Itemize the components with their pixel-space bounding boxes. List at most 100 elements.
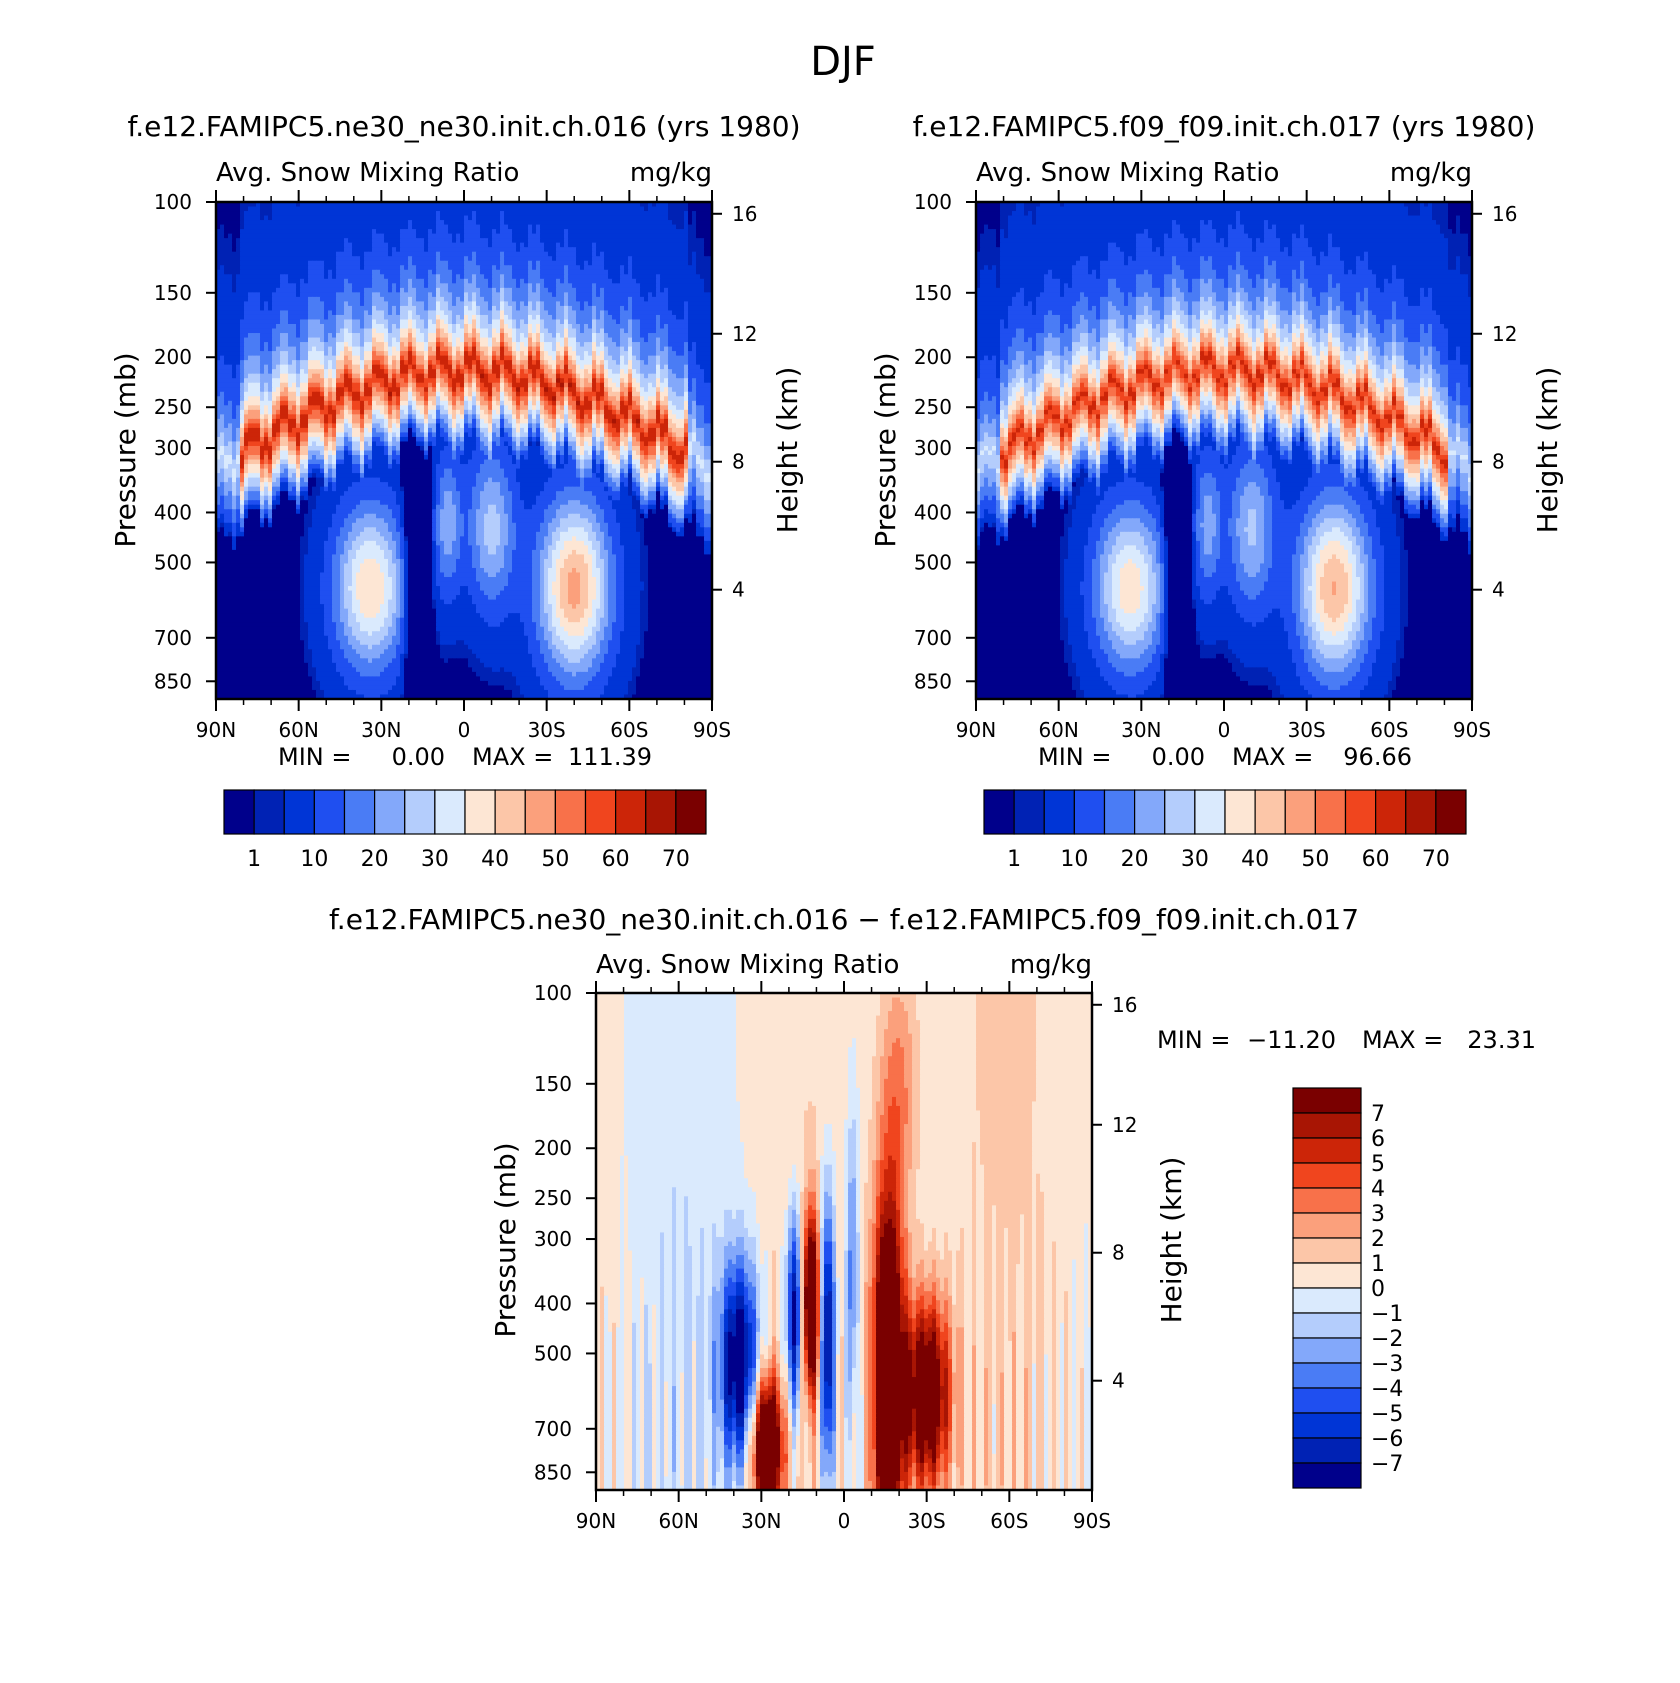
contour-cell bbox=[324, 265, 329, 271]
contour-cell bbox=[432, 328, 437, 334]
contour-cell bbox=[608, 301, 613, 307]
contour-cell bbox=[304, 342, 309, 348]
contour-cell bbox=[628, 319, 633, 325]
contour-cell bbox=[616, 242, 621, 248]
contour-cell bbox=[560, 310, 565, 316]
contour-cell bbox=[572, 202, 577, 208]
contour-cell bbox=[336, 351, 341, 357]
contour-cell bbox=[276, 310, 281, 316]
contour-cell bbox=[544, 328, 549, 334]
contour-cell bbox=[680, 333, 685, 339]
contour-cell bbox=[284, 342, 289, 348]
contour-cell bbox=[340, 373, 345, 379]
contour-cell bbox=[348, 305, 353, 312]
contour-cell bbox=[628, 373, 633, 379]
contour-cell bbox=[264, 247, 269, 253]
contour-cell bbox=[356, 373, 361, 379]
contour-cell bbox=[424, 364, 429, 370]
contour-cell bbox=[392, 215, 397, 221]
contour-cell bbox=[428, 364, 433, 370]
contour-cell bbox=[244, 247, 249, 253]
contour-cell bbox=[324, 256, 329, 262]
contour-cell bbox=[380, 224, 385, 230]
contour-cell bbox=[440, 342, 445, 348]
contour-cell bbox=[636, 211, 641, 217]
contour-cell bbox=[520, 211, 525, 217]
contour-cell bbox=[704, 229, 709, 235]
contour-cell bbox=[532, 314, 537, 321]
contour-cell bbox=[596, 310, 601, 316]
contour-cell bbox=[668, 229, 673, 235]
contour-cell bbox=[608, 360, 613, 366]
contour-cell bbox=[472, 202, 477, 208]
contour-cell bbox=[692, 202, 697, 208]
contour-cell bbox=[616, 369, 621, 375]
contour-cell bbox=[612, 369, 617, 375]
contour-cell bbox=[408, 220, 413, 226]
contour-cell bbox=[624, 247, 629, 253]
contour-cell bbox=[272, 206, 277, 212]
contour-cell bbox=[468, 260, 473, 266]
contour-cell bbox=[556, 206, 561, 212]
contour-cell bbox=[348, 346, 353, 352]
contour-cell bbox=[708, 229, 712, 235]
panel-units: mg/kg bbox=[630, 158, 712, 188]
contour-cell bbox=[292, 265, 297, 271]
contour-cell bbox=[708, 296, 712, 302]
contour-cell bbox=[276, 224, 281, 230]
contour-cell bbox=[500, 256, 505, 262]
contour-cell bbox=[616, 314, 621, 321]
contour-cell bbox=[504, 265, 509, 271]
contour-cell bbox=[300, 215, 305, 221]
contour-cell bbox=[604, 346, 609, 352]
contour-cell bbox=[488, 206, 493, 212]
contour-cell bbox=[500, 220, 505, 226]
contour-cell bbox=[696, 319, 701, 325]
contour-cell bbox=[468, 301, 473, 307]
contour-cell bbox=[244, 305, 249, 312]
contour-cell bbox=[596, 333, 601, 339]
contour-cell bbox=[216, 269, 221, 275]
contour-cell bbox=[560, 283, 565, 289]
contour-cell bbox=[480, 328, 485, 334]
contour-cell bbox=[240, 238, 245, 244]
contour-cell bbox=[668, 378, 673, 384]
contour-cell bbox=[260, 215, 265, 221]
contour-cell bbox=[604, 378, 609, 384]
contour-cell bbox=[264, 319, 269, 325]
contour-cell bbox=[460, 342, 465, 348]
contour-cell bbox=[536, 238, 541, 244]
contour-cell bbox=[400, 242, 405, 248]
contour-cell bbox=[548, 283, 553, 289]
contour-cell bbox=[388, 355, 393, 361]
contour-cell bbox=[644, 251, 649, 257]
contour-cell bbox=[312, 305, 317, 312]
contour-cell bbox=[492, 260, 497, 266]
contour-cell bbox=[672, 229, 677, 235]
contour-cell bbox=[500, 305, 505, 312]
contour-cell bbox=[292, 202, 297, 208]
contour-cell bbox=[344, 296, 349, 302]
contour-cell bbox=[336, 323, 341, 330]
contour-cell bbox=[240, 369, 245, 375]
contour-cell bbox=[440, 333, 445, 339]
contour-cell bbox=[304, 378, 309, 384]
contour-cell bbox=[536, 319, 541, 325]
contour-cell bbox=[260, 305, 265, 312]
contour-cell bbox=[324, 274, 329, 280]
contour-cell bbox=[452, 373, 457, 379]
contour-cell bbox=[452, 328, 457, 334]
contour-cell bbox=[508, 256, 513, 262]
contour-cell bbox=[580, 265, 585, 271]
contour-cell bbox=[636, 256, 641, 262]
contour-cell bbox=[272, 351, 277, 357]
contour-cell bbox=[248, 323, 253, 330]
contour-cell bbox=[540, 360, 545, 366]
contour-cell bbox=[700, 233, 705, 239]
contour-cell bbox=[400, 202, 405, 208]
contour-cell bbox=[524, 260, 529, 266]
contour-cell bbox=[704, 260, 709, 266]
contour-cell bbox=[292, 369, 297, 375]
contour-cell bbox=[648, 292, 653, 298]
contour-cell bbox=[532, 211, 537, 217]
